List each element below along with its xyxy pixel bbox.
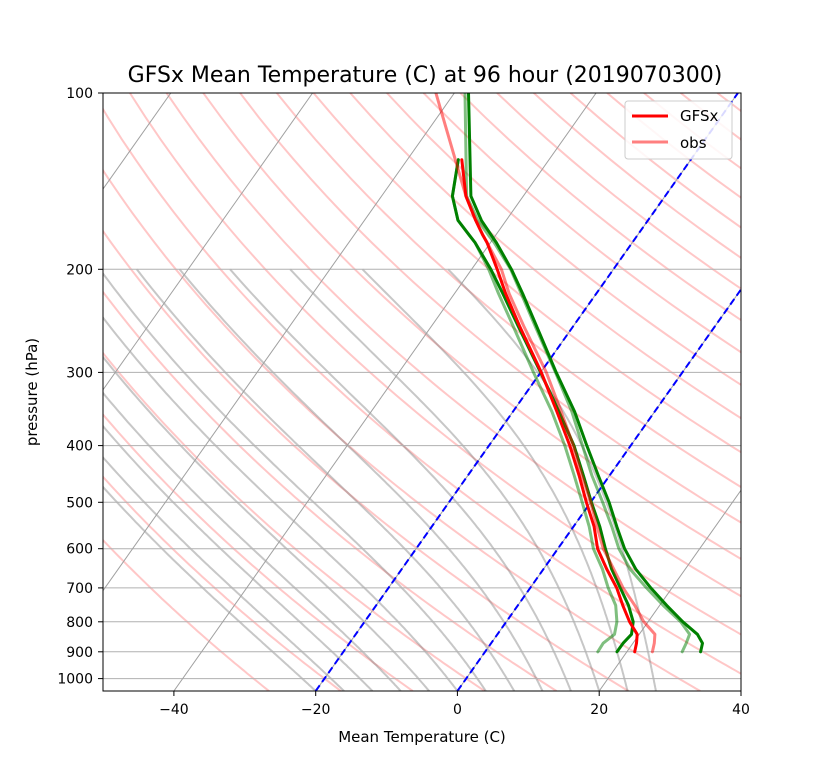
dry-adiabat	[754, 93, 823, 691]
moist-adiabat	[103, 485, 317, 691]
isotherm-gridline	[740, 690, 741, 691]
dry-adiabat	[386, 93, 741, 387]
isotherm-gridline	[103, 93, 314, 391]
dry-adiabat	[103, 538, 270, 691]
y-axis-ticks: 100 200 300 400 500 600 700 800 900 1000	[57, 86, 103, 688]
x-axis-ticks: −40 −20 0 20 40	[159, 691, 750, 718]
moist-adiabat	[229, 268, 572, 691]
y-tick-label: 100	[66, 86, 93, 102]
legend-label-gfsx: GFSx	[680, 107, 719, 125]
moist-adiabat	[178, 268, 544, 691]
y-tick-label: 700	[66, 581, 93, 597]
dry-adiabat	[103, 107, 741, 675]
isotherm-gridline	[173, 93, 597, 691]
isotherm-gridline	[103, 93, 455, 592]
dry-adiabat	[165, 93, 741, 598]
gfsx-temperature-line	[460, 158, 639, 654]
moist-adiabat	[103, 391, 402, 691]
y-tick-label: 800	[66, 615, 93, 631]
moist-adiabat	[103, 355, 430, 691]
dry-adiabat	[103, 290, 558, 691]
moist-adiabat	[103, 424, 374, 691]
y-tick-label: 300	[66, 365, 93, 381]
profile-lines	[434, 93, 704, 654]
moist-adiabat	[103, 455, 345, 691]
y-axis-label: pressure (hPa)	[23, 338, 41, 446]
dry-adiabat	[103, 413, 414, 691]
dry-adiabat	[129, 93, 741, 636]
plot-frame	[102, 92, 742, 692]
plot-content	[103, 93, 823, 691]
x-axis-label: Mean Temperature (C)	[338, 728, 506, 746]
dry-adiabat	[103, 168, 701, 691]
isotherm-gridline	[598, 489, 741, 691]
moist-adiabat	[103, 271, 487, 691]
dry-adiabat	[103, 229, 629, 691]
dry-adiabat	[312, 93, 741, 454]
y-tick-label: 1000	[57, 672, 93, 688]
dry-adiabat	[349, 93, 741, 420]
moist-adiabat	[136, 268, 516, 691]
y-tick-label: 900	[66, 645, 93, 661]
plot-area	[103, 93, 741, 691]
highlighted-isotherms	[314, 93, 741, 691]
highlighted-isotherm	[314, 93, 739, 691]
legend: GFSx obs	[624, 100, 733, 160]
y-tick-label: 400	[66, 439, 93, 455]
y-tick-label: 500	[66, 495, 93, 511]
highlighted-isotherm	[456, 287, 741, 691]
dry-adiabat	[422, 93, 741, 354]
moist-adiabat	[103, 316, 459, 691]
x-tick-label: −20	[301, 702, 331, 718]
gfsx-wind-line	[467, 93, 704, 654]
obs-wind-line	[463, 93, 692, 654]
dry-adiabat	[103, 475, 342, 691]
chart-title: GFSx Mean Temperature (C) at 96 hour (20…	[128, 63, 723, 88]
dry-adiabat	[239, 93, 741, 524]
x-tick-label: −40	[159, 702, 189, 718]
x-tick-label: 20	[590, 702, 608, 718]
x-tick-label: 40	[732, 702, 750, 718]
y-tick-label: 600	[66, 542, 93, 558]
x-tick-label: 0	[453, 702, 462, 718]
moist-adiabat	[289, 268, 601, 691]
y-tick-label: 200	[66, 262, 93, 278]
moist-adiabat	[361, 268, 629, 691]
legend-label-obs: obs	[680, 134, 707, 152]
